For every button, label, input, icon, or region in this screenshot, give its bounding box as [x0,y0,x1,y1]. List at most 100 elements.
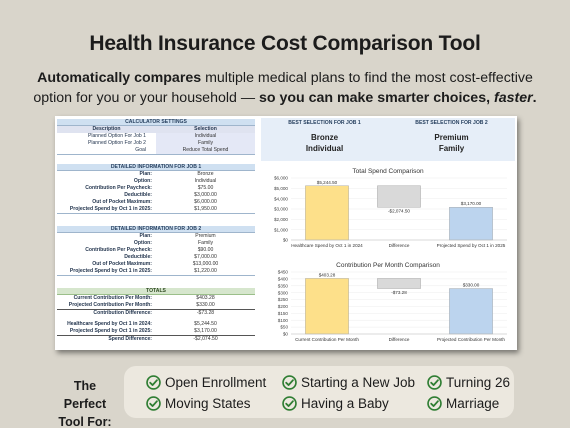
row-label: Option: [133,178,152,184]
best-job1-plan: Bronze [310,133,339,142]
row-label: Projected Contribution Per Month: [68,302,152,308]
table-row: Planned Option For Job 2 Family [57,140,255,147]
settings-column-headers: Description Selection [57,126,255,133]
table-row: Spend Difference: -$2,074.50 [57,335,255,342]
y-tick-label: $350 [278,283,289,288]
column-description: Description [57,126,156,133]
subtitle-text-2: . [532,90,537,106]
y-tick-label: $100 [278,318,289,323]
calculator-settings: CALCULATOR SETTINGS Description Selectio… [57,119,255,155]
row-value: $7,000.00 [194,254,217,260]
contribution-chart-svg: Contribution Per Month Comparison $0 $50 $1… [278,262,507,342]
y-tick-label: $450 [278,270,289,275]
table-row: Deductible: $3,000.00 [57,192,255,199]
table-row: Goal Reduce Total Spend [57,147,255,154]
chart-bar [305,185,349,241]
chart-bar [377,185,421,208]
row-value: -$2,074.50 [193,336,218,342]
use-case-label: Marriage [446,396,500,411]
contribution-chart: Contribution Per Month Comparison $0 $50 $1… [261,258,515,348]
use-cases-panel [124,366,514,418]
data-label: -$73.28 [391,290,407,295]
row-value: $5,244.50 [194,321,217,327]
best-job2: BEST SELECTION FOR JOB 2 Premium Family [388,118,515,154]
row-value: $3,000.00 [194,192,217,198]
row-label: Current Contribution Per Month: [73,295,152,301]
use-case-tag: Open Enrollment [146,375,266,390]
job2-header: DETAILED INFORMATION FOR JOB 2 [57,226,255,233]
row-label: Option: [133,240,152,246]
row-label: Planned Option For Job 1 [87,133,146,139]
row-label: Contribution Per Paycheck: [85,185,152,191]
data-label: -$2,074.50 [388,209,410,214]
check-circle-icon [146,396,161,411]
job1-details: DETAILED INFORMATION FOR JOB 1 Plan: Bron… [57,164,255,214]
subtitle-bold-2: so you can make smarter choices, [258,90,494,106]
row-label: Spend Difference: [108,336,152,342]
job1-header: DETAILED INFORMATION FOR JOB 1 [57,164,255,171]
use-case-tag: Starting a New Job [282,375,415,390]
y-tick-label: $6,000 [274,176,288,181]
row-label: Out of Pocket Maximum: [92,261,152,267]
use-case-tag: Marriage [427,396,499,411]
row-label: Projected Spend by Oct 1 in 2025: [69,328,152,334]
table-row: Contribution Per Paycheck: $75.00 [57,185,255,192]
check-circle-icon [282,396,297,411]
use-case-label: Starting a New Job [301,375,416,390]
table-row: Out of Pocket Maximum: $13,000.00 [57,261,255,268]
row-label: Projected Spend by Oct 1 in 2025: [69,268,152,274]
totals-header: TOTALS [57,288,255,295]
total-spend-chart: Total Spend Comparison $0 $1,000 $2,000 $3,0… [261,164,515,254]
use-case-tag: Moving States [146,396,251,411]
y-tick-label: $0 [283,238,289,243]
total-spend-chart-svg: Total Spend Comparison $0 $1,000 $2,000 $3,0… [274,168,507,248]
row-label: Deductible: [124,192,152,198]
row-label: Projected Spend by Oct 1 in 2025: [69,206,152,212]
row-label: Contribution Per Paycheck: [85,247,152,253]
chart-title: Contribution Per Month Comparison [336,262,440,269]
subtitle-text-1: multiple medical plans to find the most … [33,70,533,106]
table-row: Plan: Bronze [57,171,255,178]
table-row: Option: Family [57,240,255,247]
data-label: $5,244.50 [317,180,338,185]
y-tick-label: $200 [278,304,289,309]
row-value: Individual [194,178,217,184]
row-value: $90.00 [197,247,214,253]
category-label: Difference [389,337,410,342]
row-value: Reduce Total Spend [156,147,255,154]
y-tick-label: $300 [278,290,289,295]
row-value: Family [198,240,213,246]
best-job2-label: BEST SELECTION FOR JOB 2 [415,120,488,126]
table-row: Contribution Difference: -$73.28 [57,309,255,316]
use-case-label: Turning 26 [446,375,511,390]
table-row: Current Contribution Per Month: $403.28 [57,295,255,302]
use-case-label: Open Enrollment [165,375,267,390]
y-tick-label: $50 [280,325,288,330]
check-circle-icon [427,396,442,411]
page-subtitle: Automatically compares multiple medical … [18,68,552,108]
row-value: $3,170.00 [194,328,217,334]
category-label: Healthcare Spend by Oct 1 in 2024 [291,243,363,248]
subtitle-bold-1: Automatically compares [37,70,202,86]
category-label: Difference [389,243,410,248]
row-value: $6,000.00 [194,199,217,205]
row-value: $403.28 [196,295,215,301]
category-label: Projected Spend by Oct 1 in 2025 [437,243,506,248]
row-label: Plan: [139,233,152,239]
best-job2-option: Family [438,144,465,153]
y-tick-label: $2,000 [274,217,288,222]
best-job2-plan: Premium [434,133,469,142]
table-row: Out of Pocket Maximum: $6,000.00 [57,199,255,206]
perfect-for-label: The Perfect Tool For: [58,379,112,428]
best-job1: BEST SELECTION FOR JOB 1 Bronze Individu… [261,118,388,154]
category-label: Current Contribution Per Month [295,337,359,342]
y-tick-label: $400 [278,276,289,281]
job2-details: DETAILED INFORMATION FOR JOB 2 Plan: Prem… [57,226,255,276]
settings-header: CALCULATOR SETTINGS [57,119,255,126]
page-title: Health Insurance Cost Comparison Tool [89,32,481,55]
row-label: Healthcare Spend by Oct 1 in 2024: [67,321,152,327]
y-tick-label: $1,000 [274,227,288,232]
use-case-label: Having a Baby [301,396,389,411]
column-selection: Selection [156,126,255,133]
table-row: Projected Spend by Oct 1 in 2025: $1,950.… [57,206,255,213]
